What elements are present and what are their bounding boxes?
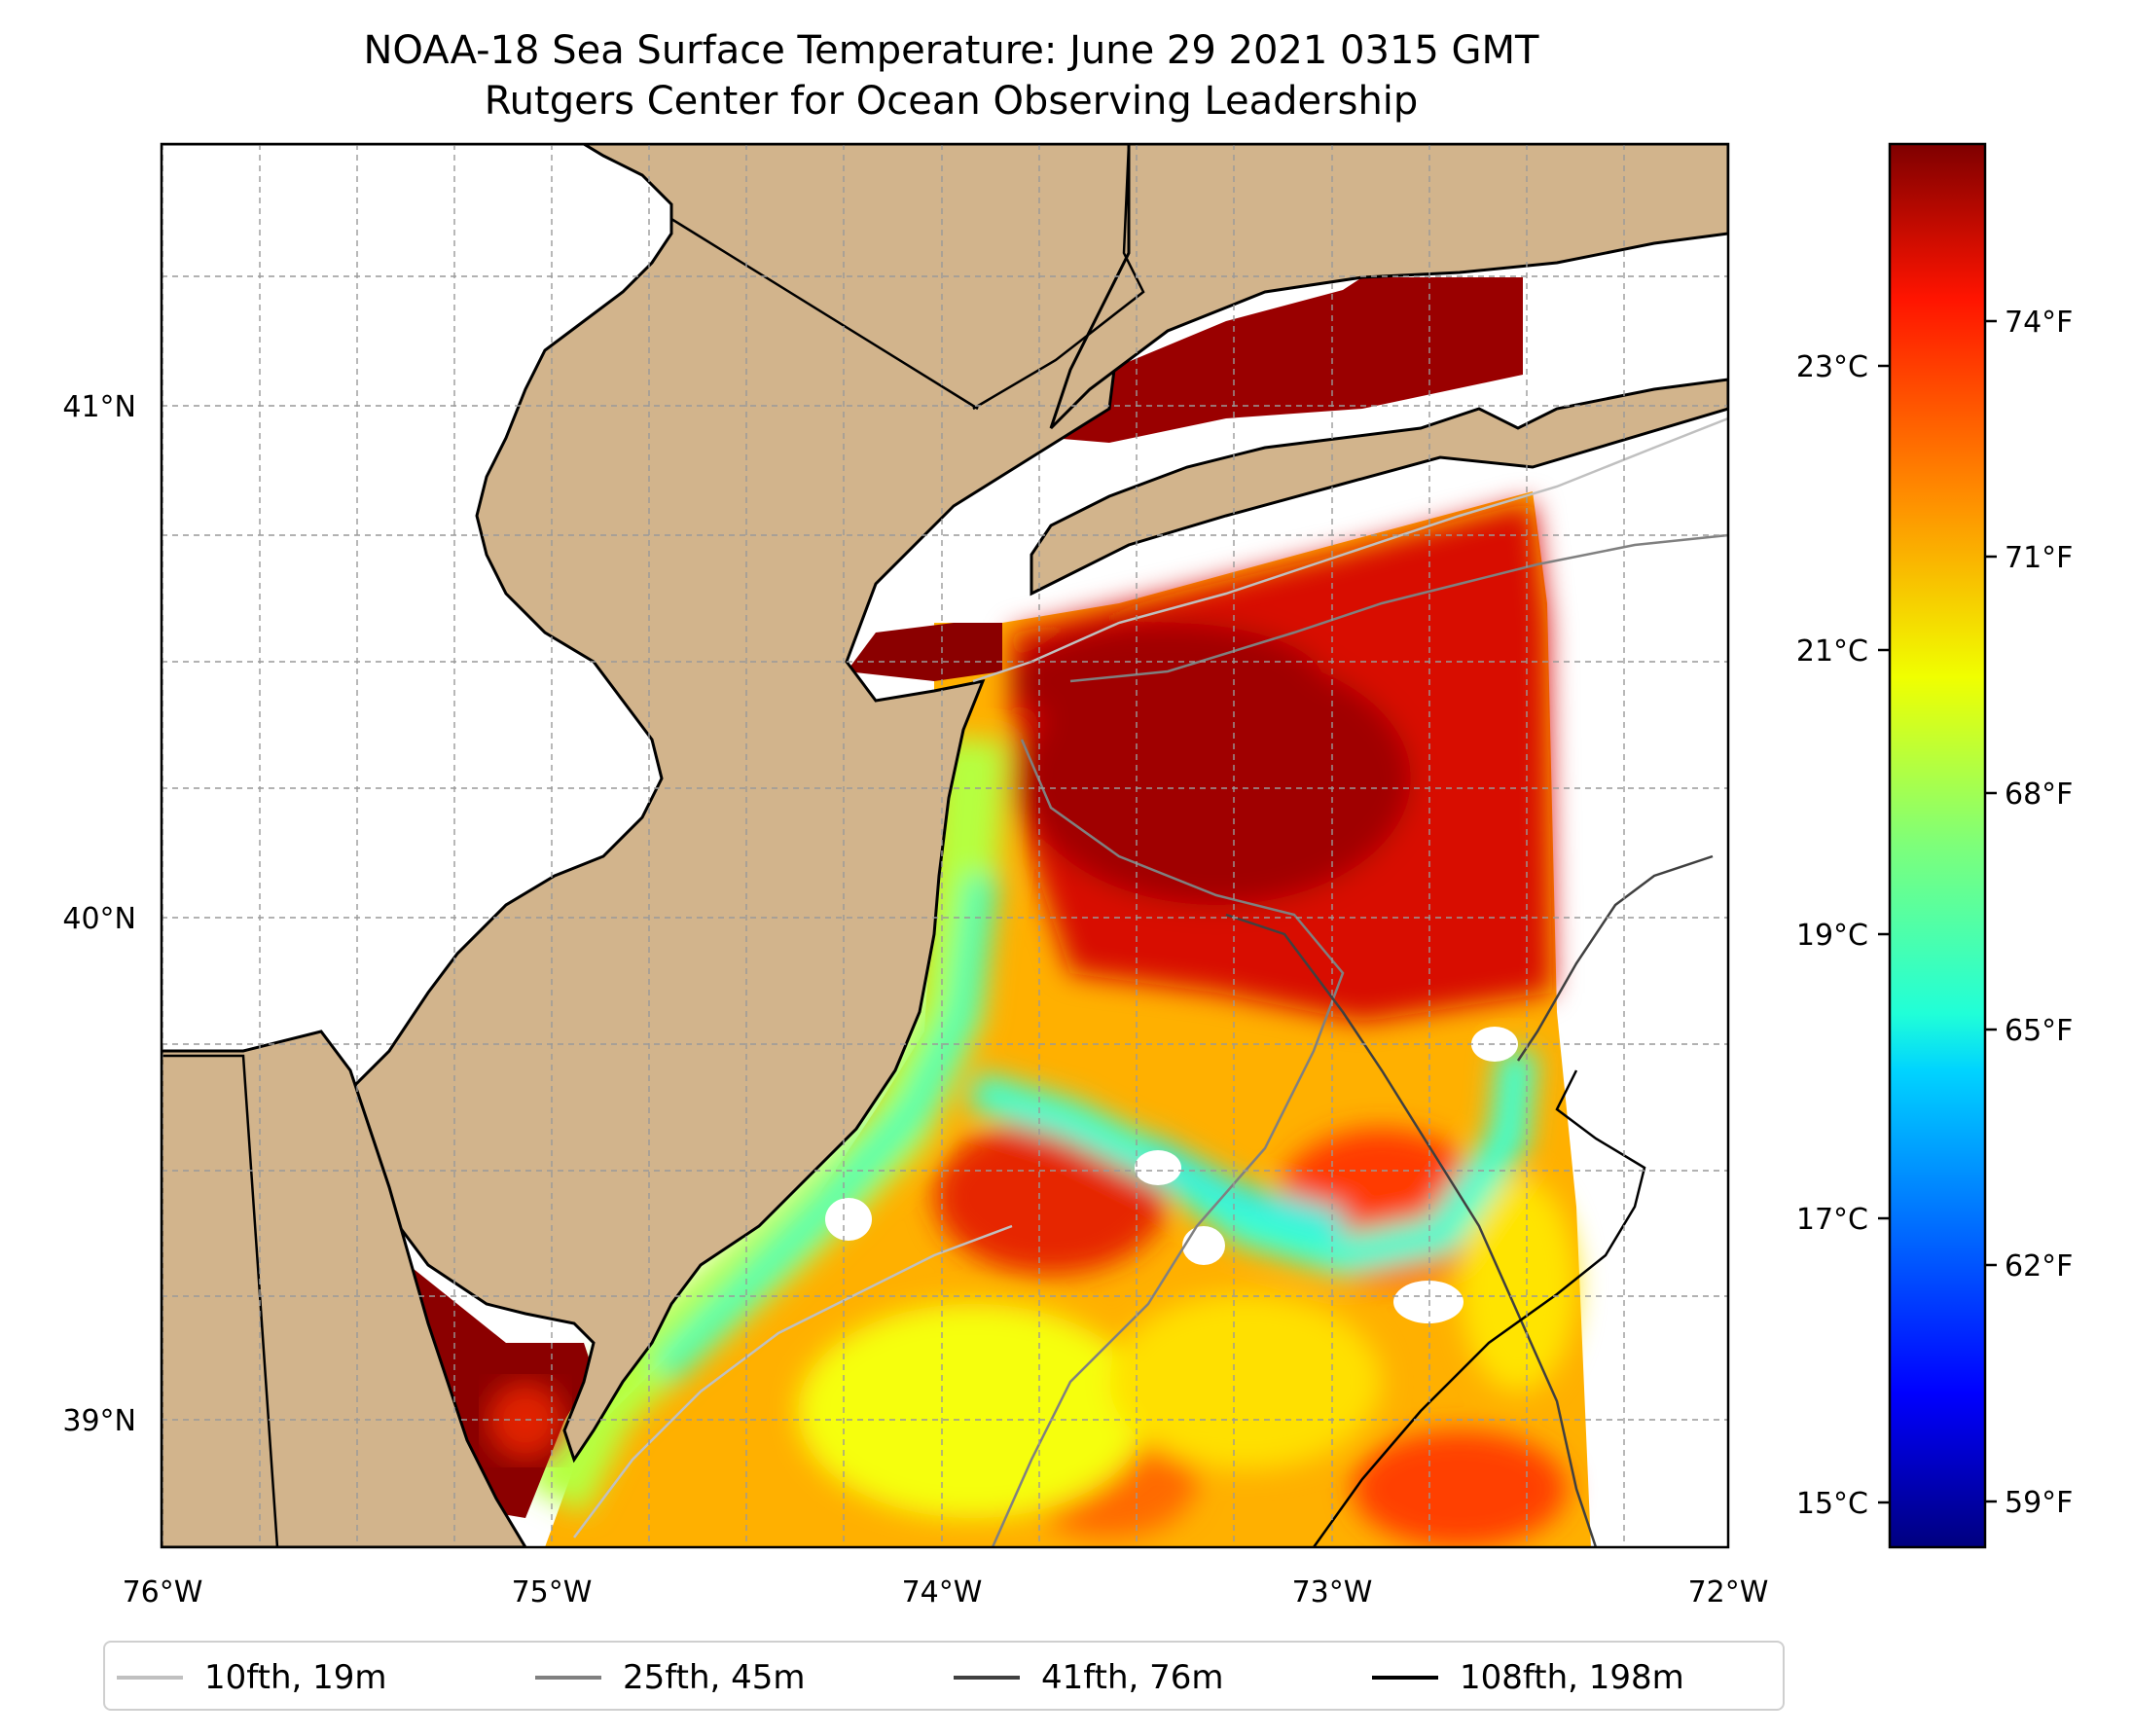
colorbar-fahrenheit-tick: 65°F bbox=[2005, 1014, 2073, 1048]
border-de-md bbox=[162, 1054, 279, 1547]
legend-item: 108fth, 198m bbox=[1372, 1643, 1684, 1713]
lat-tick: 39°N bbox=[62, 1404, 136, 1438]
sst-ny-harbor bbox=[847, 623, 1002, 681]
sst-yellow-band bbox=[798, 1304, 1148, 1518]
cloud-gap bbox=[825, 1198, 872, 1241]
sst-data-swath bbox=[524, 491, 1591, 1547]
colorbar-fahrenheit-tick: 68°F bbox=[2005, 778, 2073, 812]
legend-label: 108fth, 198m bbox=[1460, 1658, 1684, 1697]
colorbar-fahrenheit-tick: 62°F bbox=[2005, 1249, 2073, 1284]
lat-tick: 41°N bbox=[62, 390, 136, 424]
sst-coastal-cool bbox=[649, 873, 1000, 1385]
lon-tick: 75°W bbox=[512, 1575, 593, 1609]
contour-19m bbox=[972, 416, 1728, 683]
land bbox=[162, 144, 1728, 1547]
lon-tick: 73°W bbox=[1292, 1575, 1373, 1609]
state-borders bbox=[162, 144, 1145, 1547]
legend-item: 25fth, 45m bbox=[535, 1643, 806, 1713]
cloud-gap bbox=[1135, 1150, 1181, 1185]
legend-label: 10fth, 19m bbox=[204, 1658, 387, 1697]
colorbar-gradient bbox=[1888, 142, 1987, 1549]
colorbar-fahrenheit-tick: 74°F bbox=[2005, 306, 2073, 340]
land-connecticut bbox=[1049, 144, 1728, 430]
cloud-gap bbox=[1393, 1281, 1463, 1323]
sst-cool-filament bbox=[967, 1048, 1537, 1276]
sst-warm-patch bbox=[1353, 1430, 1567, 1547]
land-long-island bbox=[1030, 378, 1728, 597]
legend-line-icon bbox=[535, 1676, 601, 1680]
colorbar-celsius-tick: 21°C bbox=[1796, 634, 1868, 669]
land-new-jersey bbox=[162, 144, 1131, 1464]
sst-long-island-sound bbox=[1051, 277, 1523, 443]
contour-45m bbox=[991, 739, 1345, 1547]
colorbar: 23°C 21°C 19°C 17°C 15°C 74°F 71°F 68°F … bbox=[1796, 142, 2073, 1549]
border-ny-ct bbox=[972, 144, 1145, 411]
contour-legend: 10fth, 19m 25fth, 45m 41fth, 76m 108fth,… bbox=[103, 1641, 1785, 1711]
contour-76m bbox=[1225, 913, 1598, 1547]
colorbar-fahrenheit-tick: 59°F bbox=[2005, 1486, 2073, 1520]
lon-tick: 72°W bbox=[1688, 1575, 1769, 1609]
colorbar-celsius-tick: 15°C bbox=[1796, 1487, 1868, 1521]
colorbar-fahrenheit-tick: 71°F bbox=[2005, 541, 2073, 575]
border-nj-ny bbox=[670, 217, 979, 411]
map-area bbox=[162, 144, 1728, 1547]
legend-label: 41fth, 76m bbox=[1041, 1658, 1224, 1697]
sst-hot-spot bbox=[1012, 623, 1323, 740]
map-title: NOAA-18 Sea Surface Temperature: June 29… bbox=[363, 28, 1539, 73]
colorbar-celsius-tick: 17°C bbox=[1796, 1203, 1868, 1237]
map-subtitle: Rutgers Center for Ocean Observing Leade… bbox=[484, 79, 1419, 124]
lon-tick: 74°W bbox=[902, 1575, 983, 1609]
contour-19m bbox=[573, 1224, 1013, 1538]
legend-line-icon bbox=[1372, 1676, 1438, 1680]
map-border bbox=[160, 142, 1730, 1549]
lon-tick: 76°W bbox=[123, 1575, 203, 1609]
legend-item: 10fth, 19m bbox=[117, 1643, 387, 1713]
legend-item: 41fth, 76m bbox=[954, 1643, 1224, 1713]
legend-line-icon bbox=[954, 1676, 1020, 1680]
sst-yellow-band bbox=[1109, 1294, 1382, 1469]
colorbar-celsius-tick: 23°C bbox=[1796, 350, 1868, 384]
legend-label: 25fth, 45m bbox=[623, 1658, 806, 1697]
cloud-gap bbox=[1182, 1226, 1225, 1265]
contour-76m bbox=[1516, 854, 1714, 1062]
bathymetry-contours bbox=[573, 416, 1728, 1547]
lat-tick: 40°N bbox=[62, 902, 136, 936]
land-delmarva bbox=[162, 1030, 527, 1547]
legend-line-icon bbox=[117, 1676, 183, 1680]
contour-198m bbox=[1312, 1069, 1646, 1547]
sst-delaware-bay-mouth bbox=[487, 1382, 564, 1460]
lon-axis: 76°W 75°W 74°W 73°W 72°W bbox=[123, 1575, 1769, 1609]
contour-45m bbox=[1069, 533, 1728, 683]
sst-yellow-band bbox=[1460, 1177, 1576, 1392]
lat-axis: 41°N 40°N 39°N bbox=[62, 390, 136, 1438]
map-frame bbox=[160, 142, 1730, 1549]
colorbar-celsius-tick: 19°C bbox=[1796, 919, 1868, 953]
